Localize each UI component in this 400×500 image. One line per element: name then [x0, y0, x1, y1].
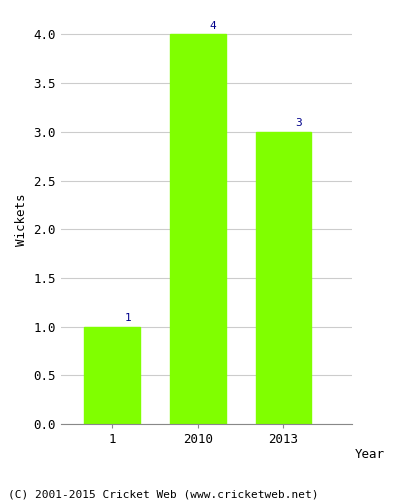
Text: Year: Year — [355, 448, 385, 462]
Text: 4: 4 — [210, 20, 217, 30]
Text: 3: 3 — [296, 118, 302, 128]
Bar — [170, 34, 226, 424]
Bar — [84, 326, 140, 424]
Y-axis label: Wickets: Wickets — [15, 193, 28, 246]
Bar — [256, 132, 311, 424]
Text: (C) 2001-2015 Cricket Web (www.cricketweb.net): (C) 2001-2015 Cricket Web (www.cricketwe… — [8, 490, 318, 500]
Text: 1: 1 — [124, 312, 131, 322]
